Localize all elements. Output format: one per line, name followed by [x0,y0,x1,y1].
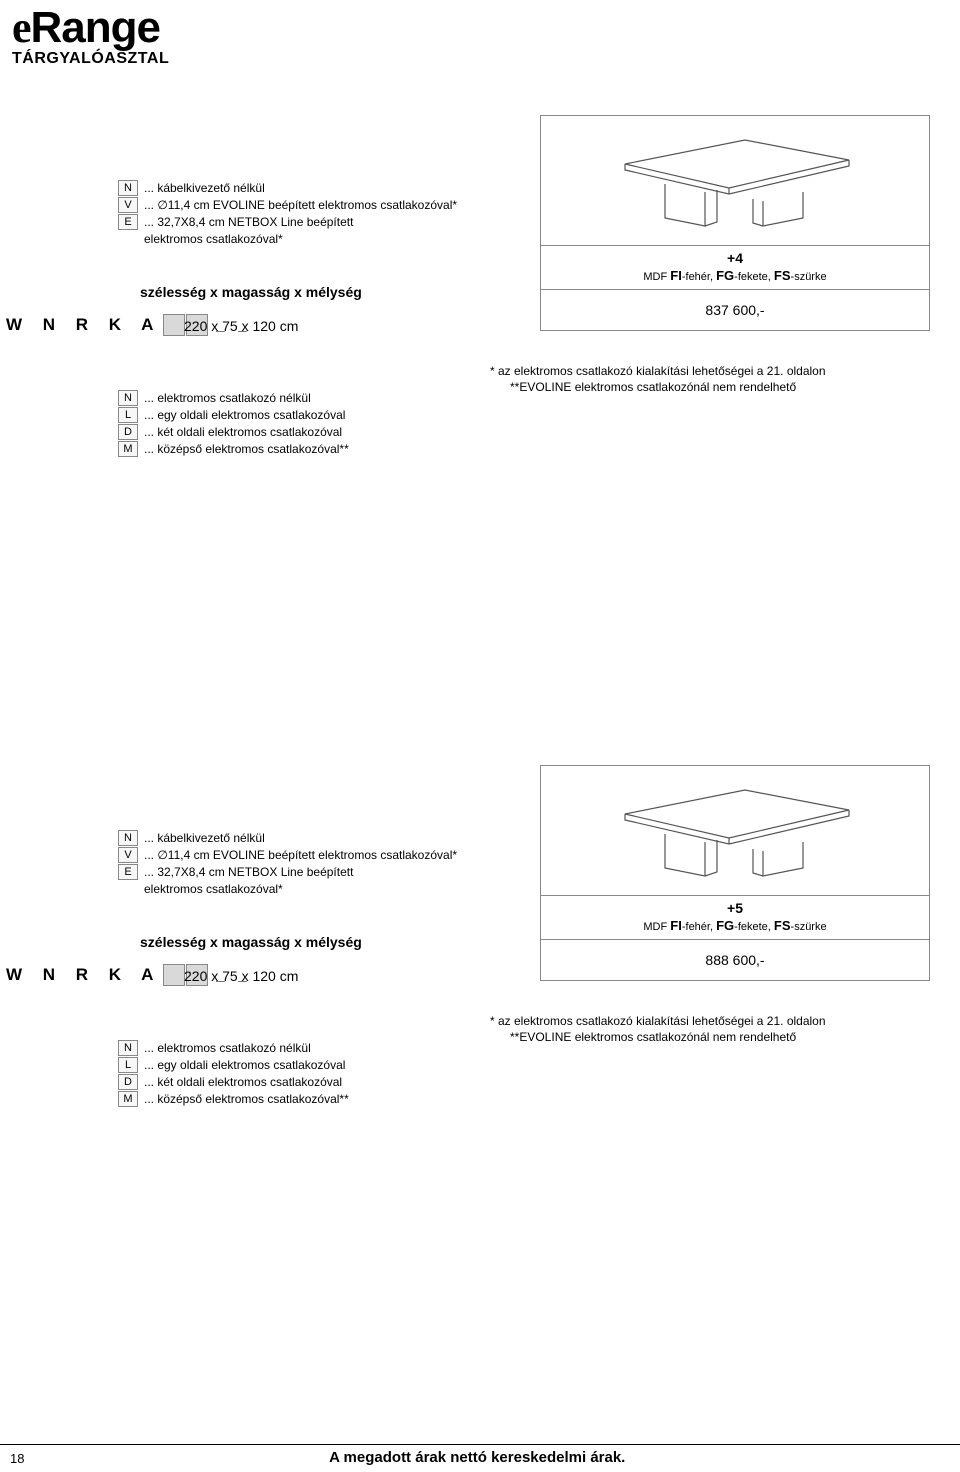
code-cell: D [118,1074,138,1090]
code-row: E ... 32,7X8,4 cm NETBOX Line beépített [118,864,457,880]
code-desc: ... elektromos csatlakozó nélkül [144,390,311,406]
code-row: D ... két oldali elektromos csatlakozóval [118,1074,349,1090]
mdf-code: FG [716,918,734,933]
code-cell: M [118,1091,138,1107]
code-desc: ... két oldali elektromos csatlakozóval [144,424,342,440]
mdf-prefix: MDF [643,271,670,283]
logo: eRange [12,8,169,48]
table-drawing-icon [595,776,875,886]
footnote: * az elektromos csatlakozó kialakítási l… [490,364,930,395]
code-row: N ... elektromos csatlakozó nélkül [118,1040,349,1056]
product-spec-box: +5 MDF FI-fehér, FG-fekete, FS-szürke 88… [540,765,930,981]
code-cell: N [118,830,138,846]
code-cell: N [118,390,138,406]
code-row: M ... középső elektromos csatlakozóval** [118,1091,349,1107]
mdf-colors: MDF FI-fehér, FG-fekete, FS-szürke [541,268,929,290]
code-desc: ... kábelkivezető nélkül [144,180,265,196]
table-drawing-icon [595,126,875,236]
mdf-code: FS [774,918,791,933]
footnote-line: * az elektromos csatlakozó kialakítási l… [490,1014,930,1030]
code-row: V ... ∅11,4 cm EVOLINE beépített elektro… [118,847,457,863]
mdf-code: FI [670,268,682,283]
code-cell: N [118,1040,138,1056]
code-desc: ... ∅11,4 cm EVOLINE beépített elektromo… [144,197,457,213]
code-cell: E [118,864,138,880]
page-subtitle: TÁRGYALÓASZTAL [12,50,169,68]
logo-letter-e: e [12,3,31,52]
code-cell: V [118,847,138,863]
price: 888 600,- [541,940,929,980]
price: 837 600,- [541,290,929,330]
code-row: N ... elektromos csatlakozó nélkül [118,390,349,406]
bottom-code-list: N ... elektromos csatlakozó nélkül L ... e… [118,1040,349,1108]
product-image [541,116,929,246]
footnote-line: * az elektromos csatlakozó kialakítási l… [490,364,930,380]
mdf-colors: MDF FI-fehér, FG-fekete, FS-szürke [541,918,929,940]
code-cell: N [118,180,138,196]
code-gray-box [163,964,185,986]
code-desc: ... ∅11,4 cm EVOLINE beépített elektromo… [144,847,457,863]
page-number: 18 [10,1451,24,1466]
top-code-list: N ... kábelkivezető nélkül V ... ∅11,4 c… [118,830,457,897]
code-cell: V [118,197,138,213]
mdf-text: -fekete, [734,271,774,283]
logo-rest: Range [31,3,160,52]
code-desc: ... középső elektromos csatlakozóval** [144,441,349,457]
footnote: * az elektromos csatlakozó kialakítási l… [490,1014,930,1045]
option-plus: +4 [541,246,929,268]
code-row: L ... egy oldali elektromos csatlakozóval [118,407,349,423]
dimension-value: 220 x 75 x 120 cm [184,318,298,334]
mdf-code: FG [716,268,734,283]
code-gray-box [163,314,185,336]
mdf-text: -szürke [791,921,827,933]
code-row: V ... ∅11,4 cm EVOLINE beépített elektro… [118,197,457,213]
code-desc-extra: elektromos csatlakozóval* [144,881,457,897]
product-code-letters: W N R K A [6,965,161,985]
mdf-prefix: MDF [643,921,670,933]
code-desc: ... egy oldali elektromos csatlakozóval [144,1057,345,1073]
code-row: D ... két oldali elektromos csatlakozóval [118,424,349,440]
code-row: N ... kábelkivezető nélkül [118,830,457,846]
code-row: E ... 32,7X8,4 cm NETBOX Line beépített [118,214,457,230]
code-desc: ... elektromos csatlakozó nélkül [144,1040,311,1056]
code-desc: ... kábelkivezető nélkül [144,830,265,846]
code-cell: E [118,214,138,230]
code-cell: M [118,441,138,457]
product-spec-box: +4 MDF FI-fehér, FG-fekete, FS-szürke 83… [540,115,930,331]
product-code-letters: W N R K A [6,315,161,335]
code-row: N ... kábelkivezető nélkül [118,180,457,196]
code-desc: ... középső elektromos csatlakozóval** [144,1091,349,1107]
mdf-text: -fekete, [734,921,774,933]
product-image [541,766,929,896]
code-desc: ... két oldali elektromos csatlakozóval [144,1074,342,1090]
dimension-value: 220 x 75 x 120 cm [184,968,298,984]
top-code-list: N ... kábelkivezető nélkül V ... ∅11,4 c… [118,180,457,247]
mdf-text: -fehér, [682,921,716,933]
mdf-text: -fehér, [682,271,716,283]
bottom-code-list: N ... elektromos csatlakozó nélkül L ... e… [118,390,349,458]
mdf-text: -szürke [791,271,827,283]
dimension-label: szélesség x magasság x mélység [140,934,362,950]
footnote-line: **EVOLINE elektromos csatlakozónál nem r… [490,1030,930,1046]
code-desc: ... 32,7X8,4 cm NETBOX Line beépített [144,214,353,230]
page-header: eRange TÁRGYALÓASZTAL [12,8,169,68]
option-plus: +5 [541,896,929,918]
footnote-line: **EVOLINE elektromos csatlakozónál nem r… [490,380,930,396]
mdf-code: FS [774,268,791,283]
code-row: M ... középső elektromos csatlakozóval** [118,441,349,457]
code-desc: ... 32,7X8,4 cm NETBOX Line beépített [144,864,353,880]
code-cell: L [118,407,138,423]
code-desc-extra: elektromos csatlakozóval* [144,231,457,247]
footer-text: A megadott árak nettó kereskedelmi árak. [329,1449,625,1466]
code-row: L ... egy oldali elektromos csatlakozóval [118,1057,349,1073]
code-cell: D [118,424,138,440]
dimension-label: szélesség x magasság x mélység [140,284,362,300]
code-desc: ... egy oldali elektromos csatlakozóval [144,407,345,423]
code-cell: L [118,1057,138,1073]
page-footer: 18 A megadott árak nettó kereskedelmi ár… [0,1444,960,1466]
mdf-code: FI [670,918,682,933]
